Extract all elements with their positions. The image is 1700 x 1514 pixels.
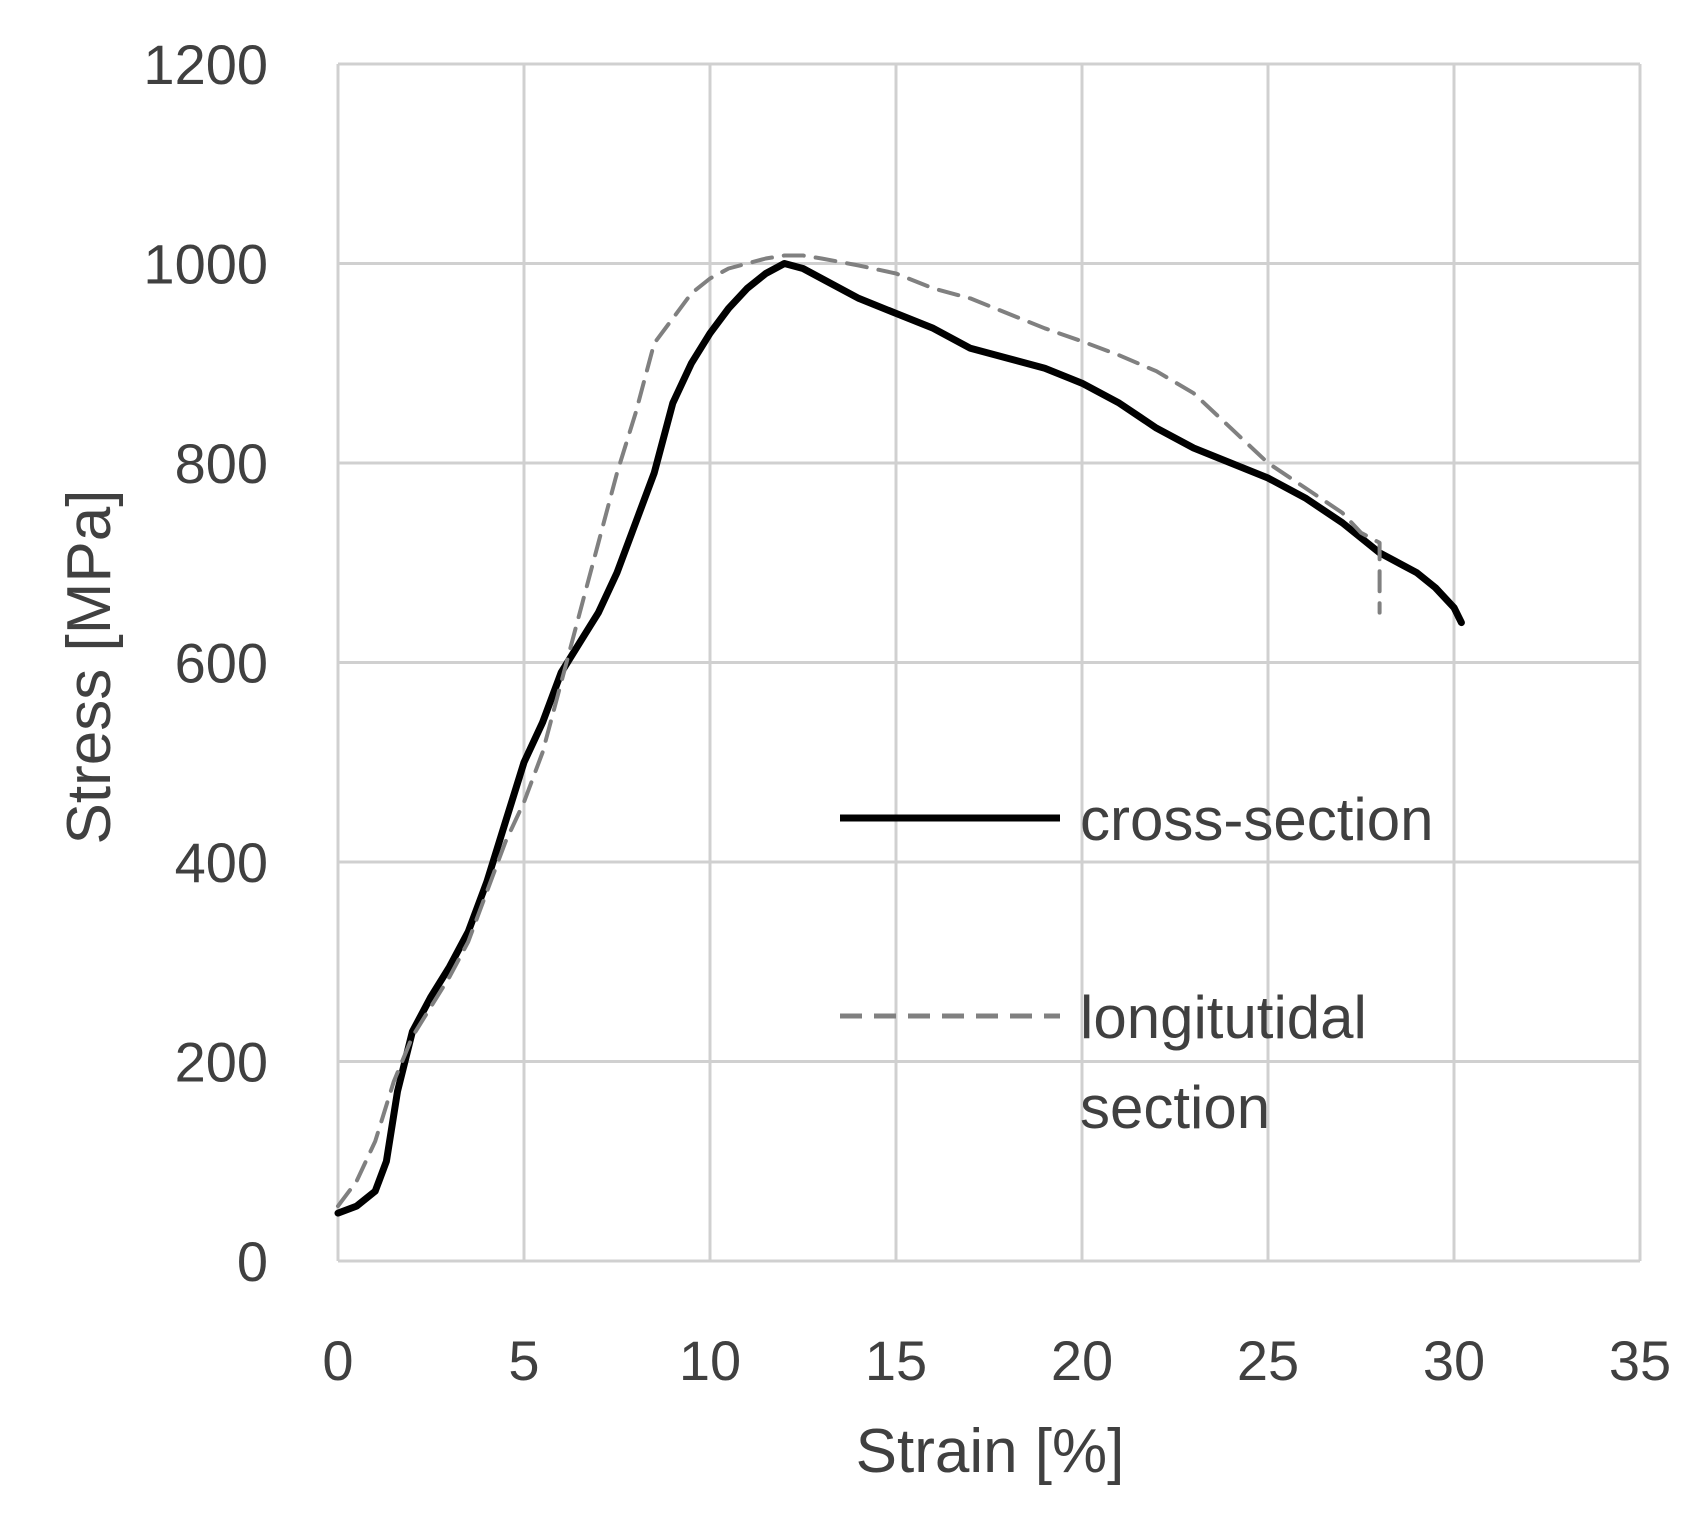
x-tick-label: 5 [508, 1329, 539, 1392]
data-series [334, 253, 1465, 1217]
y-tick-label: 0 [237, 1230, 268, 1293]
y-tick-label: 200 [175, 1031, 268, 1094]
legend-label-cross-section: cross-section [1080, 786, 1433, 853]
x-axis-ticks: 0 5 10 15 20 25 30 35 [322, 1329, 1671, 1392]
y-tick-label: 1000 [143, 233, 268, 296]
y-axis-ticks: 0 200 400 600 800 1000 1200 [143, 33, 268, 1293]
x-tick-label: 25 [1237, 1329, 1299, 1392]
y-axis-title: Stress [MPa] [55, 490, 124, 845]
x-tick-label: 20 [1051, 1329, 1113, 1392]
y-tick-label: 1200 [143, 33, 268, 96]
legend-label-longitudinal-section: longitutidal section [1080, 984, 1367, 1141]
plot-grid [336, 62, 1642, 1263]
x-tick-label: 10 [679, 1329, 741, 1392]
x-tick-label: 30 [1423, 1329, 1485, 1392]
x-tick-label: 0 [322, 1329, 353, 1392]
legend-label-line: section [1080, 1074, 1270, 1141]
series-line-cross-section [334, 260, 1465, 1217]
y-tick-label: 400 [175, 831, 268, 894]
x-axis-title: Strain [%] [856, 1417, 1125, 1486]
x-tick-label: 15 [865, 1329, 927, 1392]
y-tick-label: 600 [175, 632, 268, 695]
y-tick-label: 800 [175, 432, 268, 495]
series-line-longitutidal-section [336, 253, 1382, 1209]
legend: cross-section longitutidal section [840, 786, 1433, 1141]
legend-label-line: longitutidal [1080, 984, 1367, 1051]
x-tick-label: 35 [1609, 1329, 1671, 1392]
